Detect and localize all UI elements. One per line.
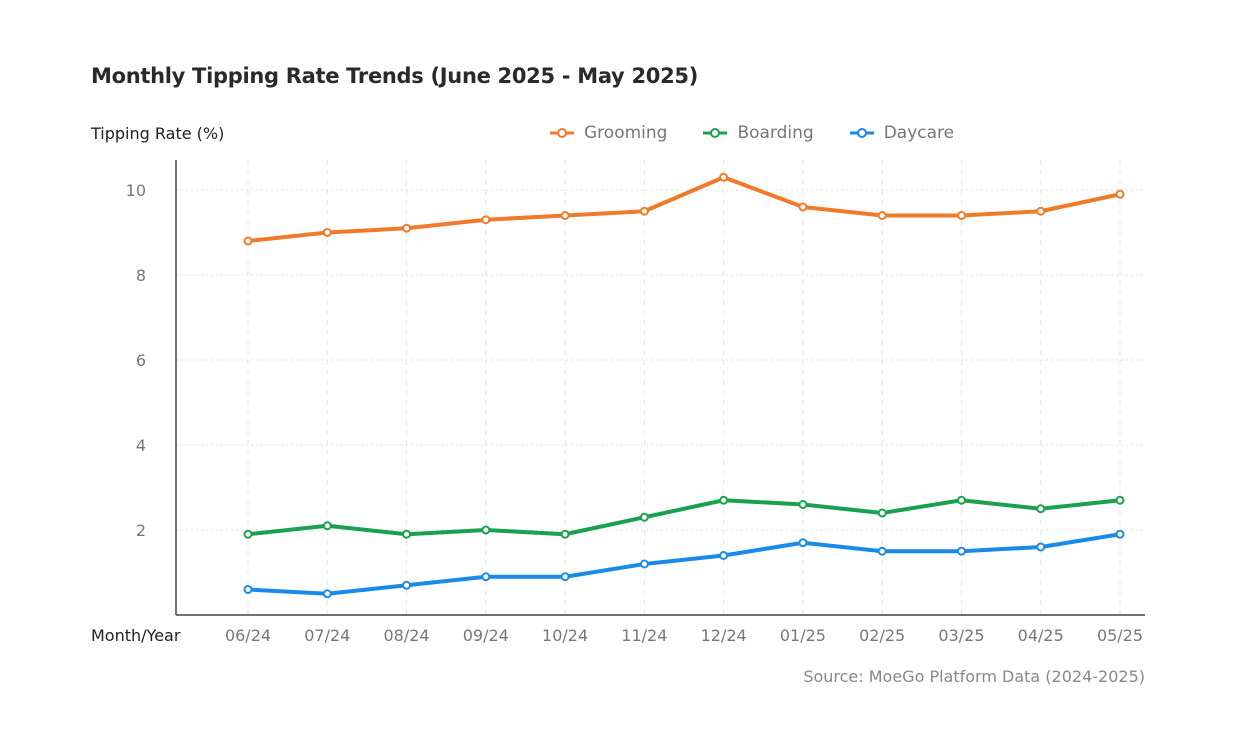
- data-point-daycare: [956, 546, 966, 556]
- legend-marker-grooming: [550, 128, 574, 138]
- legend: Grooming Boarding Daycare: [550, 123, 954, 143]
- data-point-boarding: [719, 495, 729, 505]
- data-point-grooming: [1036, 206, 1046, 216]
- data-point-daycare: [560, 572, 570, 582]
- data-point-grooming: [956, 211, 966, 220]
- series-line-daycare: [247, 532, 1121, 596]
- data-point-daycare: [243, 585, 253, 594]
- data-point-boarding: [322, 521, 332, 531]
- data-point-boarding: [560, 529, 570, 539]
- data-point-daycare: [402, 580, 412, 590]
- x-tick-label: 07/24: [304, 626, 350, 645]
- data-point-boarding: [402, 529, 412, 539]
- data-point-boarding: [243, 529, 253, 539]
- y-tick-label: 8: [136, 266, 146, 285]
- data-point-daycare: [481, 572, 491, 582]
- chart-title: Monthly Tipping Rate Trends (June 2025 -…: [91, 64, 699, 88]
- data-point-boarding: [877, 508, 887, 518]
- y-tick-label: 6: [136, 351, 146, 370]
- data-point-daycare: [639, 559, 649, 569]
- data-point-grooming: [481, 215, 491, 225]
- data-point-boarding: [1036, 504, 1046, 514]
- source-note: Source: MoeGo Platform Data (2024-2025): [803, 667, 1145, 686]
- y-tick-label: 10: [126, 181, 146, 200]
- data-point-grooming: [560, 211, 570, 220]
- data-point-grooming: [402, 223, 412, 233]
- data-point-daycare: [1115, 529, 1125, 539]
- data-point-grooming: [639, 206, 649, 216]
- x-tick-label: 09/24: [463, 626, 509, 645]
- x-axis-label: Month/Year: [91, 626, 181, 645]
- data-point-grooming: [322, 228, 332, 237]
- data-point-daycare: [719, 551, 729, 560]
- data-point-daycare: [1036, 542, 1046, 552]
- legend-label-boarding: Boarding: [737, 123, 814, 143]
- series-line-boarding: [247, 498, 1121, 537]
- legend-item-grooming[interactable]: Grooming: [550, 123, 667, 143]
- data-point-daycare: [322, 589, 332, 599]
- series-line-grooming: [247, 175, 1121, 243]
- data-point-grooming: [877, 211, 887, 220]
- data-point-grooming: [243, 236, 253, 246]
- data-point-daycare: [798, 538, 808, 548]
- x-tick-label: 12/24: [701, 626, 747, 645]
- x-tick-label: 02/25: [859, 626, 905, 645]
- data-point-grooming: [719, 172, 729, 182]
- data-point-daycare: [877, 546, 887, 556]
- legend-item-boarding[interactable]: Boarding: [703, 123, 814, 143]
- data-point-boarding: [481, 525, 491, 535]
- legend-label-daycare: Daycare: [883, 123, 955, 143]
- legend-marker-daycare: [849, 128, 874, 138]
- x-tick-label: 03/25: [938, 626, 984, 645]
- legend-label-grooming: Grooming: [584, 123, 668, 143]
- x-tick-label: 08/24: [383, 626, 429, 645]
- data-point-grooming: [1115, 189, 1125, 199]
- x-tick-label: 11/24: [621, 626, 667, 645]
- x-tick-label: 05/25: [1097, 626, 1143, 645]
- x-tick-label: 04/25: [1018, 626, 1064, 645]
- y-tick-label: 4: [136, 436, 146, 455]
- data-point-boarding: [956, 495, 966, 505]
- x-tick-label: 01/25: [780, 626, 826, 645]
- y-tick-label: 2: [136, 521, 146, 540]
- legend-marker-boarding: [703, 128, 728, 138]
- data-point-boarding: [1115, 495, 1125, 505]
- x-tick-label: 06/24: [225, 626, 271, 645]
- data-point-boarding: [798, 500, 808, 509]
- data-point-grooming: [798, 202, 808, 212]
- y-axis-label: Tipping Rate (%): [91, 124, 225, 143]
- x-tick-label: 10/24: [542, 626, 588, 645]
- legend-item-daycare[interactable]: Daycare: [849, 123, 955, 143]
- data-point-boarding: [639, 512, 649, 522]
